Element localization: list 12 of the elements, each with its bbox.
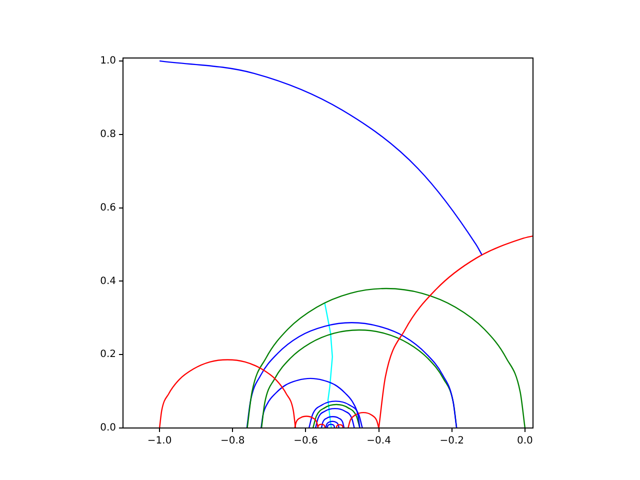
x-tick-label: −1.0 [147,436,172,447]
x-tick-label: −0.4 [366,436,391,447]
x-tick-label: 0.0 [517,436,533,447]
x-tick-label: −0.2 [440,436,464,447]
y-tick-label: 0.0 [100,422,116,434]
y-tick-label: 1.0 [100,56,116,67]
y-tick-label: 0.4 [100,276,116,287]
x-tick-label: −0.8 [220,436,245,447]
y-tick-label: 0.8 [100,128,116,140]
y-tick-label: 0.2 [100,349,116,360]
x-tick-label: −0.6 [294,436,318,447]
y-tick-label: 0.6 [100,202,116,214]
